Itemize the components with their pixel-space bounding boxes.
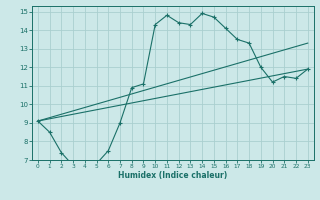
X-axis label: Humidex (Indice chaleur): Humidex (Indice chaleur) <box>118 171 228 180</box>
